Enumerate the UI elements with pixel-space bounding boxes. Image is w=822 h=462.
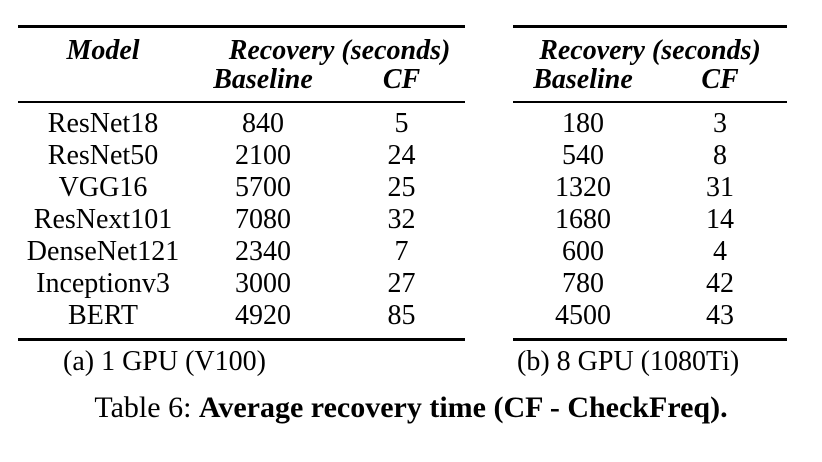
subtable-b-top-rule <box>513 25 787 28</box>
baseline-cell: 180 <box>562 108 604 139</box>
subtable-a-header: Model Recovery (seconds) Baseline CF <box>18 36 465 94</box>
table-caption-number: Table 6: <box>94 391 192 424</box>
table-caption: Table 6: Average recovery time (CF - Chec… <box>0 392 822 424</box>
baseline-cell: 2340 <box>235 236 291 267</box>
column-header-model: Model <box>66 35 140 66</box>
column-header-baseline: Baseline <box>533 64 633 95</box>
subtable-b-bottom-rule <box>513 338 787 341</box>
cf-cell: 27 <box>387 268 416 299</box>
column-header-cf: CF <box>701 64 739 95</box>
cf-cell: 3 <box>713 108 727 139</box>
model-cell: Inceptionv3 <box>36 268 170 299</box>
baseline-cell: 1680 <box>555 204 611 235</box>
model-cell: ResNet18 <box>47 108 159 139</box>
baseline-cell: 7080 <box>235 204 291 235</box>
baseline-cell: 4920 <box>235 300 291 331</box>
baseline-cell: 4500 <box>555 300 611 331</box>
cf-cell: 7 <box>394 236 409 267</box>
subcaption-b: (b) 8 GPU (1080Ti) <box>517 346 740 377</box>
baseline-cell: 1320 <box>555 172 611 203</box>
cf-cell: 14 <box>706 204 734 235</box>
baseline-cell: 540 <box>562 140 604 171</box>
cf-cell: 25 <box>387 172 416 203</box>
subtable-b-header-rule <box>513 101 787 103</box>
model-cell: VGG16 <box>58 172 148 203</box>
cf-cell: 24 <box>387 140 416 171</box>
subtable-a-top-rule <box>18 25 465 28</box>
cf-cell: 32 <box>387 204 416 235</box>
cf-cell: 43 <box>706 300 734 331</box>
model-cell: ResNet50 <box>47 140 159 171</box>
subcaption-a: (a) 1 GPU (V100) <box>63 346 266 377</box>
subtable-a-bottom-rule <box>18 338 465 341</box>
model-cell: BERT <box>68 300 138 331</box>
baseline-cell: 840 <box>242 108 284 139</box>
table-caption-title: Average recovery time (CF - CheckFreq). <box>198 391 728 424</box>
column-header-cf: CF <box>382 64 421 95</box>
cf-cell: 42 <box>706 268 734 299</box>
baseline-cell: 2100 <box>235 140 291 171</box>
model-cell: DenseNet121 <box>26 236 180 267</box>
header-spacer <box>18 65 188 94</box>
cf-cell: 8 <box>713 140 727 171</box>
subtable-a-header-rule <box>18 101 465 103</box>
model-cell: ResNext101 <box>33 204 173 235</box>
baseline-cell: 3000 <box>235 268 291 299</box>
baseline-cell: 600 <box>562 236 604 267</box>
baseline-cell: 5700 <box>235 172 291 203</box>
subtable-b-header: Recovery (seconds) Baseline CF <box>513 36 787 94</box>
column-header-baseline: Baseline <box>213 64 313 95</box>
cf-cell: 4 <box>713 236 727 267</box>
cf-cell: 5 <box>394 108 409 139</box>
cf-cell: 85 <box>387 300 416 331</box>
cf-cell: 31 <box>706 172 734 203</box>
baseline-cell: 780 <box>562 268 604 299</box>
group-header-recovery-seconds: Recovery (seconds) <box>228 35 451 66</box>
subtable-a-body: ResNet18 840 5 ResNet50 2100 24 VGG16 57… <box>18 108 465 332</box>
group-header-recovery-seconds: Recovery (seconds) <box>539 35 761 66</box>
subtable-b-body: 180 3 540 8 1320 31 1680 14 600 4 780 42… <box>513 108 787 332</box>
